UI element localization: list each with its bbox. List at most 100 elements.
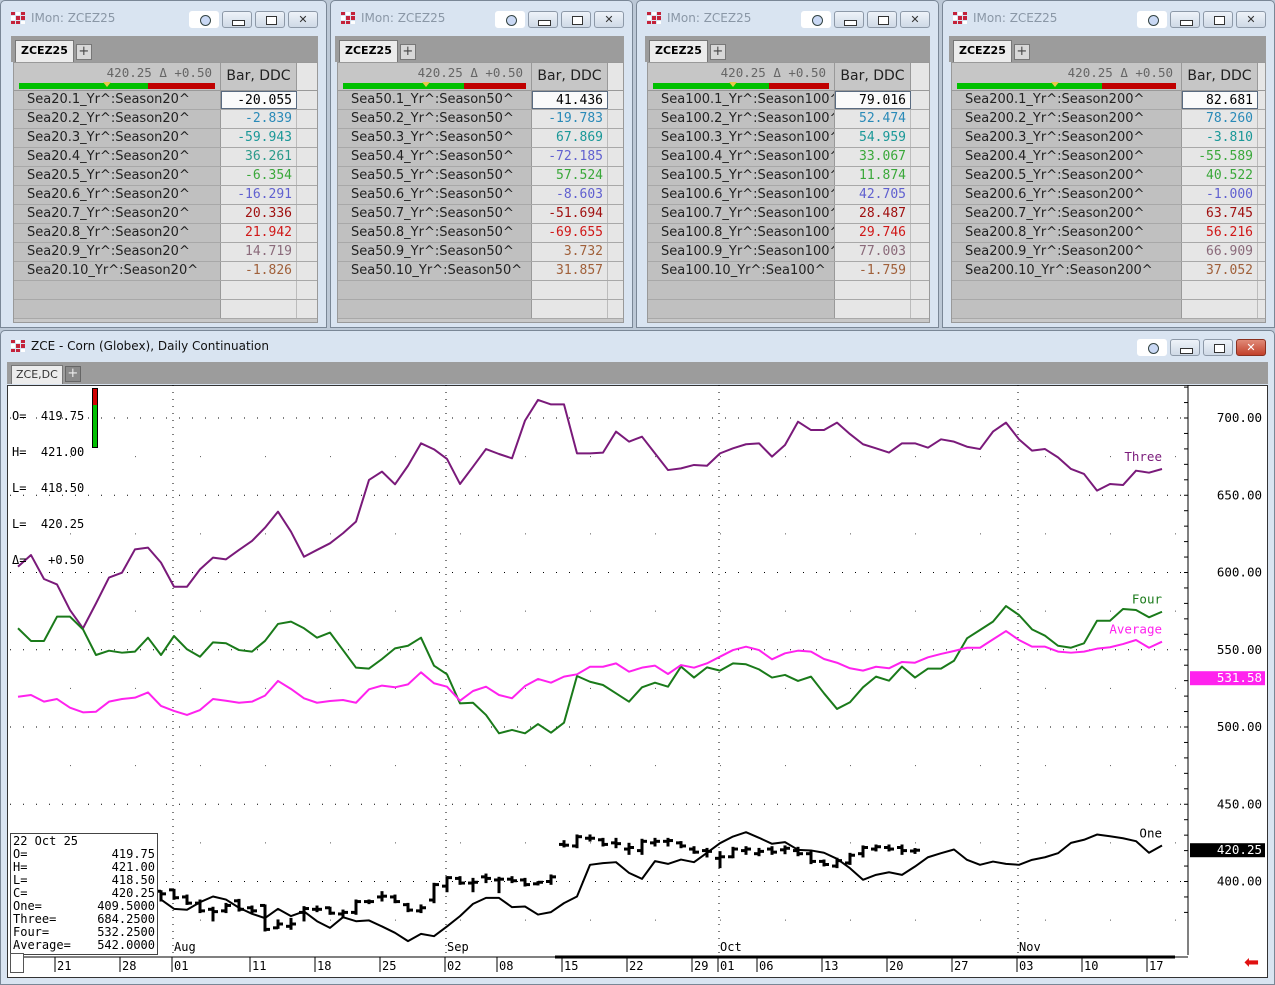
monitor-row[interactable]: Sea50.5_Yr^:Season50^ 57.524 xyxy=(338,167,623,186)
column-header[interactable]: Bar, DDC xyxy=(532,63,608,90)
monitor-row[interactable]: Sea100.4_Yr^:Season100^ 33.067 xyxy=(648,148,929,167)
row-value[interactable]: -6.354 xyxy=(221,167,297,185)
close-button[interactable]: ✕ xyxy=(594,11,624,28)
empty-row[interactable] xyxy=(338,300,623,319)
monitor-row[interactable]: Sea50.3_Yr^:Season50^ 67.869 xyxy=(338,129,623,148)
monitor-title-bar[interactable]: IMon: ZCEZ25 ✕ xyxy=(943,1,1274,35)
column-header[interactable]: Bar, DDC xyxy=(221,63,297,90)
close-button[interactable]: ✕ xyxy=(1236,11,1266,28)
monitor-row[interactable]: Sea200.6_Yr^:Season200^ -1.000 xyxy=(952,186,1265,205)
row-value[interactable]: -59.943 xyxy=(221,129,297,147)
close-button[interactable]: ✕ xyxy=(288,11,318,28)
row-value[interactable]: 66.909 xyxy=(1182,243,1258,261)
row-value[interactable]: 41.436 xyxy=(532,91,608,109)
monitor-row[interactable]: Sea20.5_Yr^:Season20^ -6.354 xyxy=(14,167,317,186)
maximize-button[interactable] xyxy=(1203,339,1233,356)
row-value[interactable]: 28.487 xyxy=(835,205,911,223)
tab-zcez25[interactable]: ZCEZ25 xyxy=(953,40,1012,62)
row-value[interactable]: 56.216 xyxy=(1182,224,1258,242)
monitor-row[interactable]: Sea100.2_Yr^:Season100^ 52.474 xyxy=(648,110,929,129)
monitor-title-bar[interactable]: IMon: ZCEZ25 ✕ xyxy=(637,1,938,35)
monitor-row[interactable]: Sea100.3_Yr^:Season100^ 54.959 xyxy=(648,129,929,148)
row-value[interactable]: 29.746 xyxy=(835,224,911,242)
close-button[interactable]: ✕ xyxy=(900,11,930,28)
close-button[interactable]: ✕ xyxy=(1236,339,1266,356)
row-value[interactable]: -19.783 xyxy=(532,110,608,128)
row-value[interactable]: 82.681 xyxy=(1182,91,1258,109)
monitor-row[interactable]: Sea200.3_Yr^:Season200^ -3.810 xyxy=(952,129,1265,148)
monitor-row[interactable]: Sea50.4_Yr^:Season50^ -72.185 xyxy=(338,148,623,167)
row-value[interactable]: 78.260 xyxy=(1182,110,1258,128)
monitor-row[interactable]: Sea100.10_Yr^:Sea100^ -1.759 xyxy=(648,262,929,281)
link-icon[interactable] xyxy=(1137,339,1167,356)
monitor-row[interactable]: Sea50.9_Yr^:Season50^ 3.732 xyxy=(338,243,623,262)
row-value[interactable]: 21.942 xyxy=(221,224,297,242)
maximize-button[interactable] xyxy=(255,11,285,28)
row-value[interactable]: -69.655 xyxy=(532,224,608,242)
monitor-row[interactable]: Sea100.7_Yr^:Season100^ 28.487 xyxy=(648,205,929,224)
monitor-row[interactable]: Sea100.6_Yr^:Season100^ 42.705 xyxy=(648,186,929,205)
monitor-row[interactable]: Sea100.8_Yr^:Season100^ 29.746 xyxy=(648,224,929,243)
monitor-row[interactable]: Sea100.5_Yr^:Season100^ 11.874 xyxy=(648,167,929,186)
maximize-button[interactable] xyxy=(561,11,591,28)
empty-row[interactable] xyxy=(952,281,1265,300)
monitor-row[interactable]: Sea200.7_Yr^:Season200^ 63.745 xyxy=(952,205,1265,224)
row-value[interactable]: 11.874 xyxy=(835,167,911,185)
row-value[interactable]: 77.003 xyxy=(835,243,911,261)
row-value[interactable]: -1.759 xyxy=(835,262,911,280)
tab-zcez25[interactable]: ZCEZ25 xyxy=(339,40,398,62)
row-value[interactable]: -16.291 xyxy=(221,186,297,204)
monitor-row[interactable]: Sea200.2_Yr^:Season200^ 78.260 xyxy=(952,110,1265,129)
row-value[interactable]: 40.522 xyxy=(1182,167,1258,185)
monitor-row[interactable]: Sea200.8_Yr^:Season200^ 56.216 xyxy=(952,224,1265,243)
empty-row[interactable] xyxy=(648,300,929,319)
monitor-row[interactable]: Sea200.9_Yr^:Season200^ 66.909 xyxy=(952,243,1265,262)
row-value[interactable]: 14.719 xyxy=(221,243,297,261)
add-tab-button[interactable]: + xyxy=(75,44,92,60)
maximize-button[interactable] xyxy=(867,11,897,28)
chart-area[interactable] xyxy=(7,385,1268,978)
maximize-button[interactable] xyxy=(1203,11,1233,28)
row-value[interactable]: 36.261 xyxy=(221,148,297,166)
row-value[interactable]: -1.000 xyxy=(1182,186,1258,204)
monitor-row[interactable]: Sea20.9_Yr^:Season20^ 14.719 xyxy=(14,243,317,262)
monitor-row[interactable]: Sea100.9_Yr^:Season100^ 77.003 xyxy=(648,243,929,262)
empty-row[interactable] xyxy=(648,281,929,300)
monitor-row[interactable]: Sea200.1_Yr^:Season200^ 82.681 xyxy=(952,91,1265,110)
row-value[interactable]: 57.524 xyxy=(532,167,608,185)
empty-row[interactable] xyxy=(952,300,1265,319)
row-value[interactable]: -55.589 xyxy=(1182,148,1258,166)
row-value[interactable]: -51.694 xyxy=(532,205,608,223)
link-icon[interactable] xyxy=(189,11,219,28)
minimize-button[interactable] xyxy=(1170,339,1200,356)
column-header[interactable]: Bar, DDC xyxy=(835,63,911,90)
monitor-row[interactable]: Sea200.10_Yr^:Season200^ 37.052 xyxy=(952,262,1265,281)
scroll-handle[interactable] xyxy=(10,953,24,973)
monitor-row[interactable]: Sea50.2_Yr^:Season50^ -19.783 xyxy=(338,110,623,129)
row-value[interactable]: 63.745 xyxy=(1182,205,1258,223)
monitor-row[interactable]: Sea100.1_Yr^:Season100^ 79.016 xyxy=(648,91,929,110)
row-value[interactable]: -3.810 xyxy=(1182,129,1258,147)
monitor-row[interactable]: Sea50.7_Yr^:Season50^ -51.694 xyxy=(338,205,623,224)
row-value[interactable]: 67.869 xyxy=(532,129,608,147)
row-value[interactable]: 37.052 xyxy=(1182,262,1258,280)
row-value[interactable]: 33.067 xyxy=(835,148,911,166)
minimize-button[interactable] xyxy=(834,11,864,28)
tab-zce-dc[interactable]: ZCE,DC xyxy=(11,365,63,384)
add-tab-button[interactable]: + xyxy=(399,44,416,60)
monitor-row[interactable]: Sea200.5_Yr^:Season200^ 40.522 xyxy=(952,167,1265,186)
empty-row[interactable] xyxy=(14,300,317,319)
add-tab-button[interactable]: + xyxy=(64,366,81,382)
link-icon[interactable] xyxy=(1137,11,1167,28)
monitor-row[interactable]: Sea20.6_Yr^:Season20^ -16.291 xyxy=(14,186,317,205)
monitor-row[interactable]: Sea20.7_Yr^:Season20^ 20.336 xyxy=(14,205,317,224)
monitor-row[interactable]: Sea20.8_Yr^:Season20^ 21.942 xyxy=(14,224,317,243)
monitor-row[interactable]: Sea50.6_Yr^:Season50^ -8.603 xyxy=(338,186,623,205)
monitor-row[interactable]: Sea50.1_Yr^:Season50^ 41.436 xyxy=(338,91,623,110)
minimize-button[interactable] xyxy=(528,11,558,28)
row-value[interactable]: -1.826 xyxy=(221,262,297,280)
minimize-button[interactable] xyxy=(222,11,252,28)
monitor-row[interactable]: Sea50.10_Yr^:Season50^ 31.857 xyxy=(338,262,623,281)
row-value[interactable]: 20.336 xyxy=(221,205,297,223)
empty-row[interactable] xyxy=(338,281,623,300)
